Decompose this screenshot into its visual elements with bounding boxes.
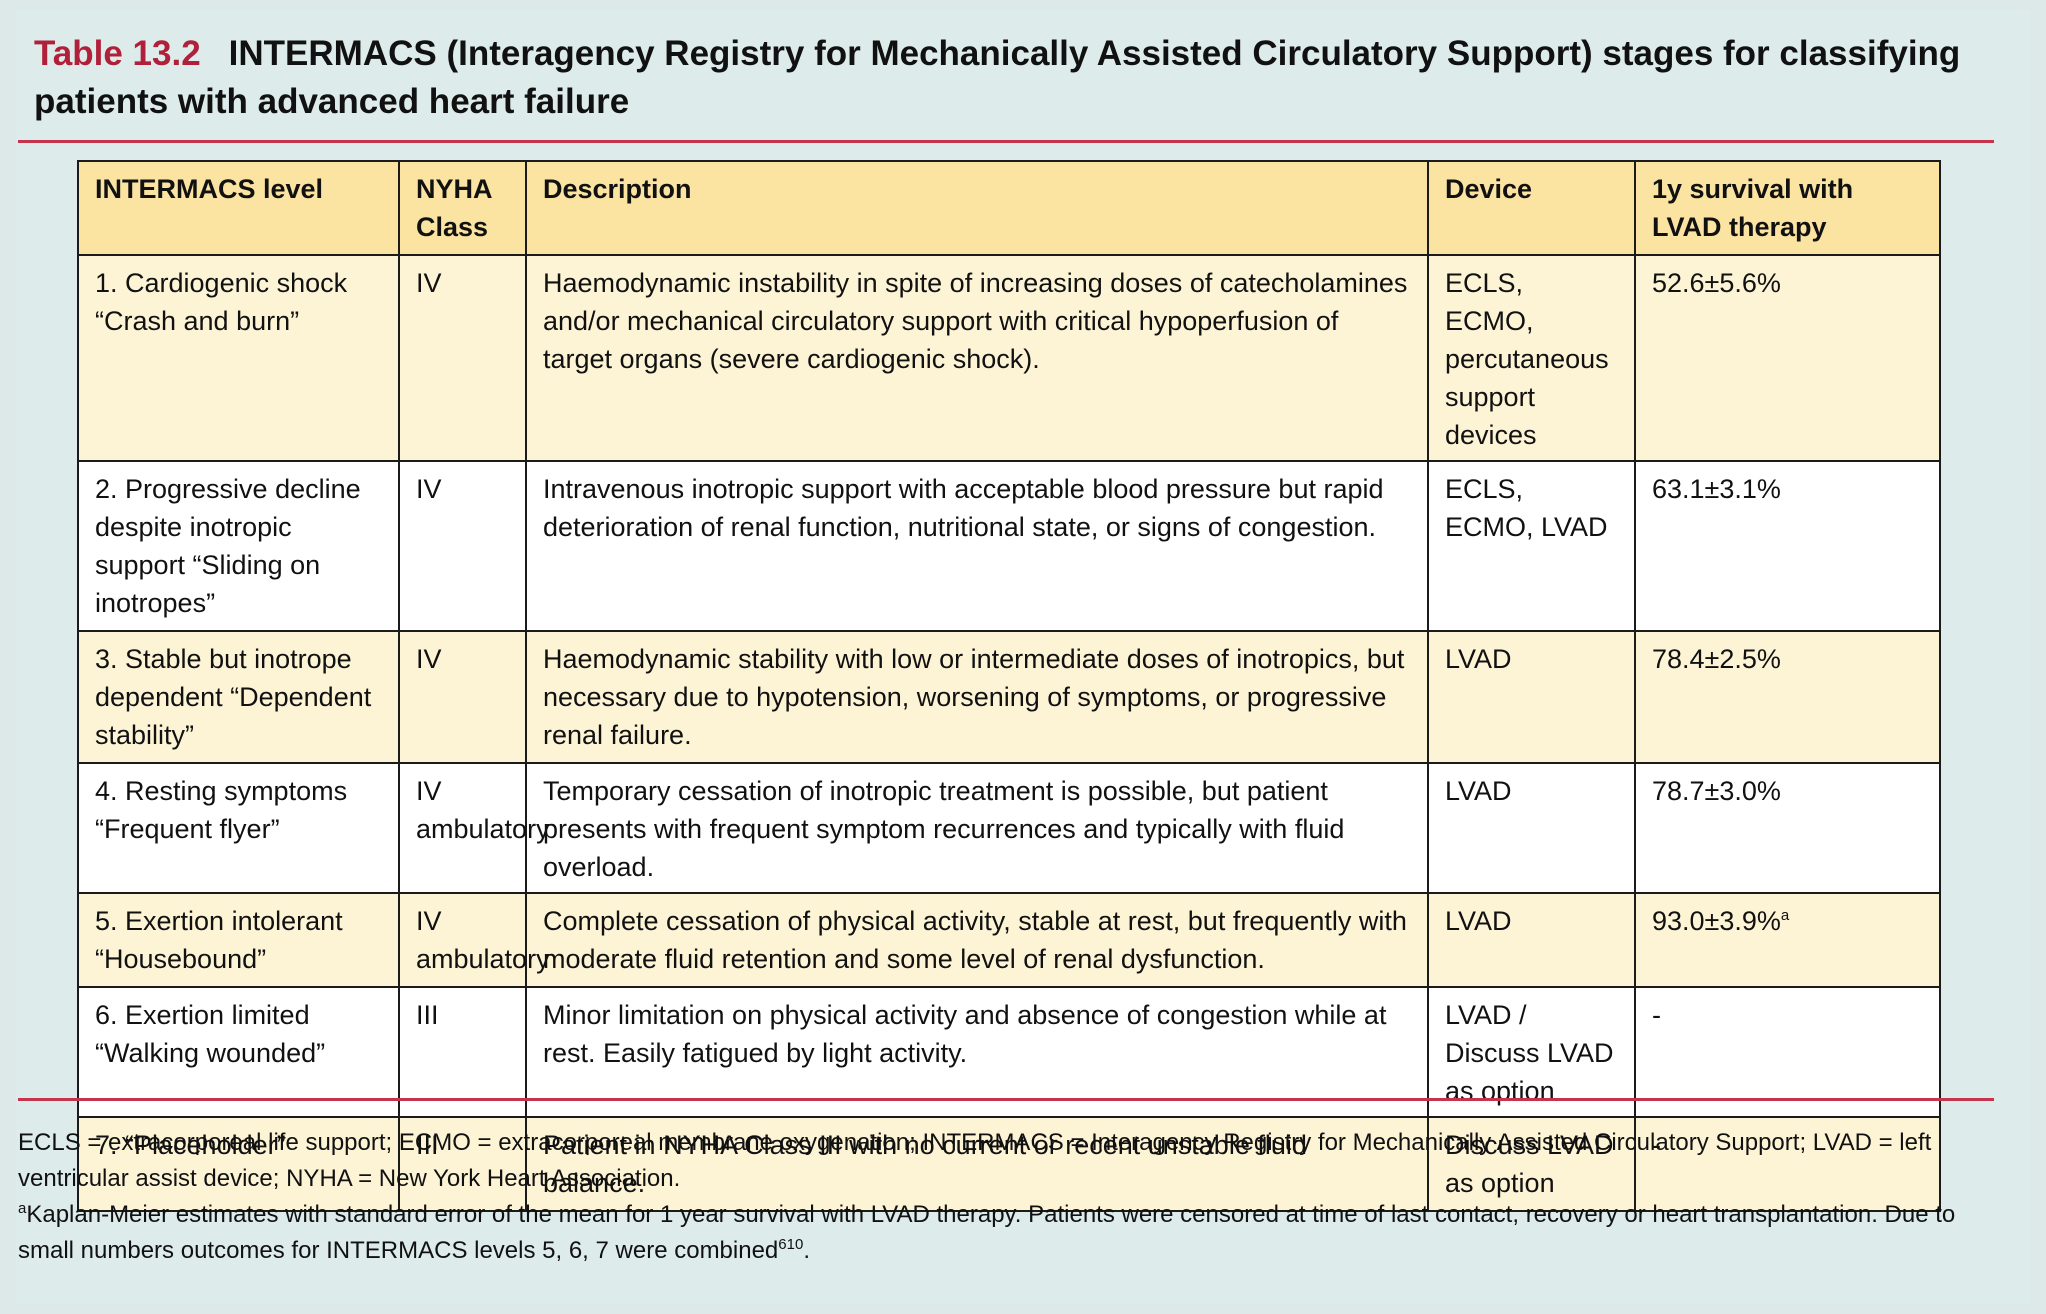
device-cell: LVAD [1427,630,1636,764]
header-cell: INTERMACS level [77,160,400,256]
bottom-rule [18,1098,1994,1101]
survival-cell: 78.7±3.0% [1634,762,1941,894]
table-label: Table 13.2 [34,34,201,73]
header-cell: NYHA Class [398,160,527,256]
table-row: 3. Stable but inotrope dependent “Depend… [77,630,1941,764]
top-rule [18,140,1994,143]
description-cell: Minor limitation on physical activity an… [525,986,1429,1118]
table-row: 1. Cardiogenic shock “Crash and burn” IV… [77,254,1941,462]
device-cell: Discuss LVAD as option [1427,1116,1636,1212]
nyha-cell: III [398,1116,527,1212]
description-cell: Patient in NYHA Class III with no curren… [525,1116,1429,1212]
header-cell: Device [1427,160,1636,256]
survival-cell: 63.1±3.1% [1634,460,1941,632]
survival-value: 78.4±2.5% [1652,644,1781,674]
abbreviations-note: ECLS = extracorporeal life support; ECMO… [18,1129,1932,1192]
nyha-cell: IV ambulatory [398,892,550,988]
survival-footnote-mark: a [1780,907,1790,924]
device-cell: ECLS, ECMO, LVAD [1427,460,1636,632]
survival-cell: 93.0±3.9%a [1634,892,1941,988]
level-cell: 6. Exertion limited “Walking wounded” [77,986,400,1118]
device-cell: ECLS, ECMO, percutaneous support devices [1427,254,1636,462]
survival-cell: 52.6±5.6% [1634,254,1941,462]
table-row: 2. Progressive decline despite inotropic… [77,460,1941,632]
device-cell: LVAD / Discuss LVAD as option [1427,986,1636,1118]
header-row: INTERMACS level NYHA Class Description D… [77,160,1941,256]
level-cell: 5. Exertion intolerant “Housebound” [77,892,400,988]
device-cell: LVAD [1427,892,1636,988]
survival-value: 52.6±5.6% [1652,268,1781,298]
survival-cell: - [1634,1116,1941,1212]
description-cell: Complete cessation of physical activity,… [525,892,1429,988]
intermacs-table: INTERMACS level NYHA Class Description D… [77,160,1941,1212]
table-row: 4. Resting symptoms “Frequent flyer” IV … [77,762,1941,894]
survival-value: - [1652,1000,1661,1030]
table-caption: Table 13.2 INTERMACS (Interagency Registr… [34,30,2014,126]
table-row: 5. Exertion intolerant “Housebound” IV a… [77,892,1941,988]
nyha-cell: IV [398,630,527,764]
device-cell: LVAD [1427,762,1636,894]
table-title: INTERMACS (Interagency Registry for Mech… [34,34,1961,121]
header-cell: Description [525,160,1429,256]
footnote-text: Kaplan-Meier estimates with standard err… [18,1201,1956,1264]
nyha-cell: IV ambulatory [398,762,550,894]
table-notes: ECLS = extracorporeal life support; ECMO… [18,1125,1998,1269]
description-cell: Temporary cessation of inotropic treatme… [525,762,1429,894]
table-row: 6. Exertion limited “Walking wounded” II… [77,986,1941,1118]
level-cell: 4. Resting symptoms “Frequent flyer” [77,762,400,894]
description-cell: Haemodynamic instability in spite of inc… [525,254,1429,462]
nyha-cell: IV [398,254,527,462]
survival-cell: - [1634,986,1941,1118]
level-cell: 1. Cardiogenic shock “Crash and burn” [77,254,400,462]
level-cell: 2. Progressive decline despite inotropic… [77,460,400,632]
survival-value: - [1652,1130,1661,1160]
reference-number: 610 [778,1236,804,1253]
description-cell: Intravenous inotropic support with accep… [525,460,1429,632]
description-cell: Haemodynamic stability with low or inter… [525,630,1429,764]
survival-value: 93.0±3.9% [1652,906,1781,936]
table-row: 7. “Placeholder” III Patient in NYHA Cla… [77,1116,1941,1212]
survival-value: 78.7±3.0% [1652,776,1781,806]
level-cell: 3. Stable but inotrope dependent “Depend… [77,630,400,764]
footnote: aKaplan-Meier estimates with standard er… [18,1197,1998,1269]
table-container: INTERMACS level NYHA Class Description D… [77,160,1941,1212]
header-cell: 1y survival with LVAD therapy [1634,160,1941,256]
nyha-cell: IV [398,460,527,632]
level-cell: 7. “Placeholder” [77,1116,400,1212]
survival-value: 63.1±3.1% [1652,474,1781,504]
footnote-mark: a [18,1200,27,1217]
survival-cell: 78.4±2.5% [1634,630,1941,764]
footnote-end: . [803,1237,810,1264]
nyha-cell: III [398,986,527,1118]
